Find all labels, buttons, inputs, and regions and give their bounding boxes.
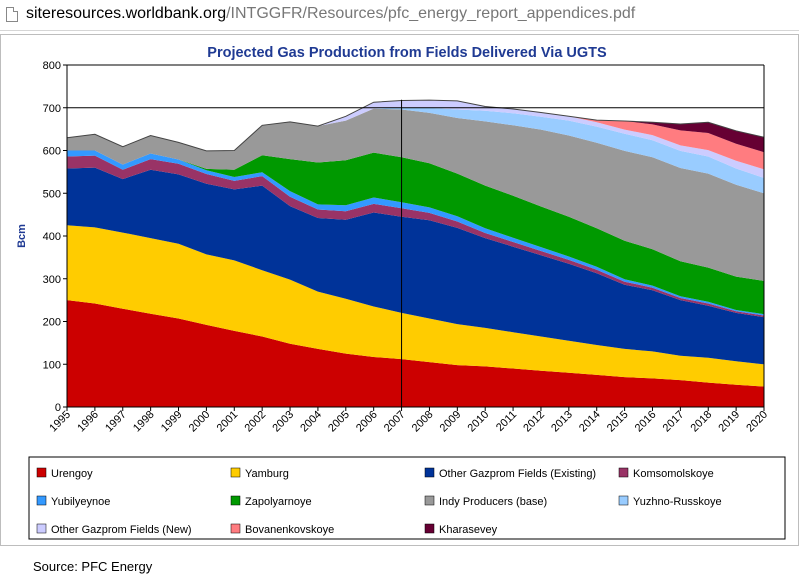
legend-label: Komsomolskoye: [633, 468, 714, 480]
legend-swatch: [36, 495, 47, 506]
x-tick-label: 1997: [103, 409, 129, 435]
x-tick-label: 2008: [410, 409, 436, 435]
y-axis-ticks: 0 100 200 300 400 500 600 700 800: [43, 60, 67, 414]
url-path: /INTGGFR/Resources/pfc_energy_report_app…: [226, 5, 636, 22]
legend-swatch: [618, 495, 629, 506]
x-tick-label: 2010: [466, 409, 492, 435]
legend-swatch: [36, 467, 47, 478]
x-tick-label: 2001: [215, 409, 241, 435]
x-tick-label: 2007: [382, 409, 408, 435]
area-urengoy: [67, 300, 764, 407]
legend-swatch: [424, 467, 435, 478]
chart-areas: [66, 99, 765, 407]
x-tick-label: 2014: [577, 409, 603, 435]
address-bar[interactable]: siteresources.worldbank.org/INTGGFR/Reso…: [0, 0, 799, 31]
legend-label: Other Gazprom Fields (New): [51, 524, 192, 536]
chart-frame: Projected Gas Production from Fields Del…: [0, 34, 799, 546]
legend-label: Other Gazprom Fields (Existing): [439, 468, 596, 480]
area-yamburg: [67, 225, 764, 387]
x-tick-label: 2018: [689, 409, 715, 435]
x-tick-label: 2017: [661, 409, 687, 435]
legend-swatch: [230, 523, 241, 534]
x-tick-label: 2002: [242, 409, 268, 435]
y-tick-label: 400: [43, 231, 61, 243]
legend-swatch: [424, 523, 435, 534]
legend-box: [28, 456, 786, 540]
y-tick-label: 0: [55, 402, 61, 414]
x-tick-label: 1998: [131, 409, 157, 435]
y-tick-label: 300: [43, 274, 61, 286]
legend-label: Bovanenkovskoye: [245, 524, 334, 536]
url-host: siteresources.worldbank.org: [26, 5, 227, 22]
x-tick-label: 1999: [159, 409, 185, 435]
y-tick-label: 600: [43, 146, 61, 158]
area-yuzhno-russkoye: [67, 107, 764, 194]
x-tick-label: 2009: [438, 409, 464, 435]
x-tick-label: 2020: [744, 409, 770, 435]
chart: Projected Gas Production from Fields Del…: [16, 45, 786, 540]
x-tick-label: 2006: [354, 409, 380, 435]
area-komsomolskoye: [67, 155, 764, 318]
x-tick-label: 2013: [549, 409, 575, 435]
y-tick-label: 200: [43, 317, 61, 329]
source-note: Source: PFC Energy: [33, 559, 153, 574]
legend-label: Zapolyarnoye: [245, 496, 312, 508]
y-tick-label: 800: [43, 60, 61, 72]
x-tick-label: 2015: [605, 409, 631, 435]
y-tick-label: 700: [43, 103, 61, 115]
stack-top-outline: [66, 99, 765, 152]
x-tick-label: 2000: [187, 409, 213, 435]
x-tick-label: 2016: [633, 409, 659, 435]
legend-label: Kharasevey: [439, 524, 498, 536]
legend-label: Yubilyeynoe: [51, 496, 110, 508]
url-text[interactable]: siteresources.worldbank.org/INTGGFR/Reso…: [26, 5, 635, 23]
legend-label: Indy Producers (base): [439, 496, 547, 508]
y-axis-label: Bcm: [16, 224, 28, 248]
area-other-gazprom-fields-existing: [67, 167, 764, 365]
x-tick-label: 2011: [494, 409, 519, 434]
x-tick-label: 2003: [270, 409, 296, 435]
area-indy-producers-base: [67, 108, 764, 281]
legend-swatch: [424, 495, 435, 506]
x-tick-label: 2012: [521, 409, 547, 435]
chart-title: Projected Gas Production from Fields Del…: [207, 45, 607, 61]
legend-label: Yamburg: [245, 468, 289, 480]
y-tick-label: 500: [43, 188, 61, 200]
legend-swatch: [618, 467, 629, 478]
legend-swatch: [36, 523, 47, 534]
x-tick-label: 1995: [47, 409, 73, 435]
page-icon: [6, 7, 18, 22]
area-zapolyarnoye: [67, 150, 764, 315]
chart-grid: [67, 64, 764, 109]
legend-swatch: [230, 467, 241, 478]
chart-axes: [66, 65, 765, 408]
x-tick-label: 2019: [716, 409, 742, 435]
legend-label: Yuzhno-Russkoye: [633, 496, 722, 508]
legend: Urengoy Yamburg Other Gazprom Fields (Exis…: [28, 456, 786, 540]
legend-swatch: [230, 495, 241, 506]
x-tick-label: 2004: [298, 409, 324, 435]
x-tick-label: 2005: [326, 409, 352, 435]
legend-label: Urengoy: [51, 468, 93, 480]
x-axis-ticks: 1995 1996 1997 1998 1999 2000 2001 2002 2003 2004…: [47, 407, 770, 434]
y-tick-label: 100: [43, 359, 61, 371]
x-tick-label: 1996: [75, 409, 101, 435]
